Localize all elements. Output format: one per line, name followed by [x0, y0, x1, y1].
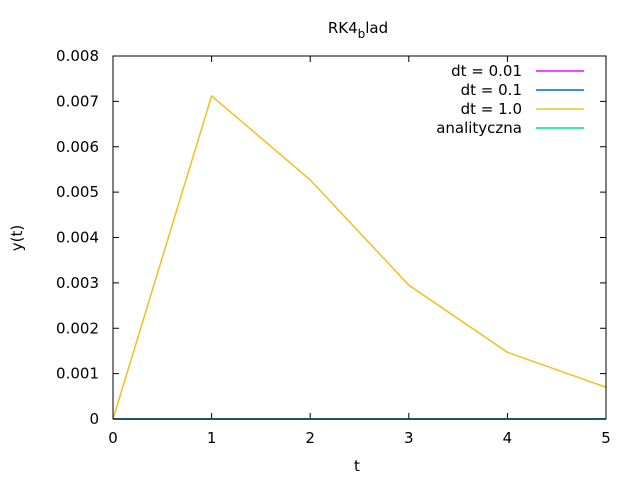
- x-tick-label: 0: [108, 429, 118, 447]
- x-tick-label: 5: [601, 429, 611, 447]
- x-tick-label: 2: [305, 429, 315, 447]
- y-tick-label: 0.006: [56, 138, 99, 156]
- chart-title-rest: lad: [365, 19, 388, 37]
- legend-label-0: dt = 0.01: [451, 62, 522, 80]
- series-lines: [112, 94, 607, 420]
- y-axis-label: y(t): [8, 225, 26, 251]
- y-tick-label: 0.005: [56, 183, 99, 201]
- y-tick-label: 0.008: [56, 47, 99, 65]
- y-tick-label: 0.004: [56, 229, 99, 247]
- legend-label-2: dt = 1.0: [461, 100, 522, 118]
- y-tick-label: 0.007: [56, 92, 99, 110]
- legend-label-3: analityczna: [436, 119, 522, 137]
- chart-title: RK4blad: [328, 19, 388, 41]
- y-axis: 0 0.001 0.002 0.003 0.004 0.005 0.006 0.007 0.00…: [56, 47, 606, 428]
- y-tick-label: 0.002: [56, 319, 99, 337]
- series-line-2: [112, 94, 607, 420]
- x-tick-label: 4: [503, 429, 513, 447]
- x-axis-label: t: [354, 457, 360, 475]
- y-tick-label: 0: [89, 410, 99, 428]
- x-tick-label: 1: [207, 429, 217, 447]
- x-axis: 0 1 2 3 4 5: [108, 56, 611, 447]
- legend-label-1: dt = 0.1: [461, 81, 522, 99]
- y-tick-label: 0.003: [56, 274, 99, 292]
- chart-title-subscript: b: [358, 27, 366, 41]
- y-tick-label: 0.001: [56, 365, 99, 383]
- chart-title-main: RK4: [328, 19, 358, 37]
- x-tick-label: 3: [404, 429, 414, 447]
- plot-border: [112, 55, 607, 420]
